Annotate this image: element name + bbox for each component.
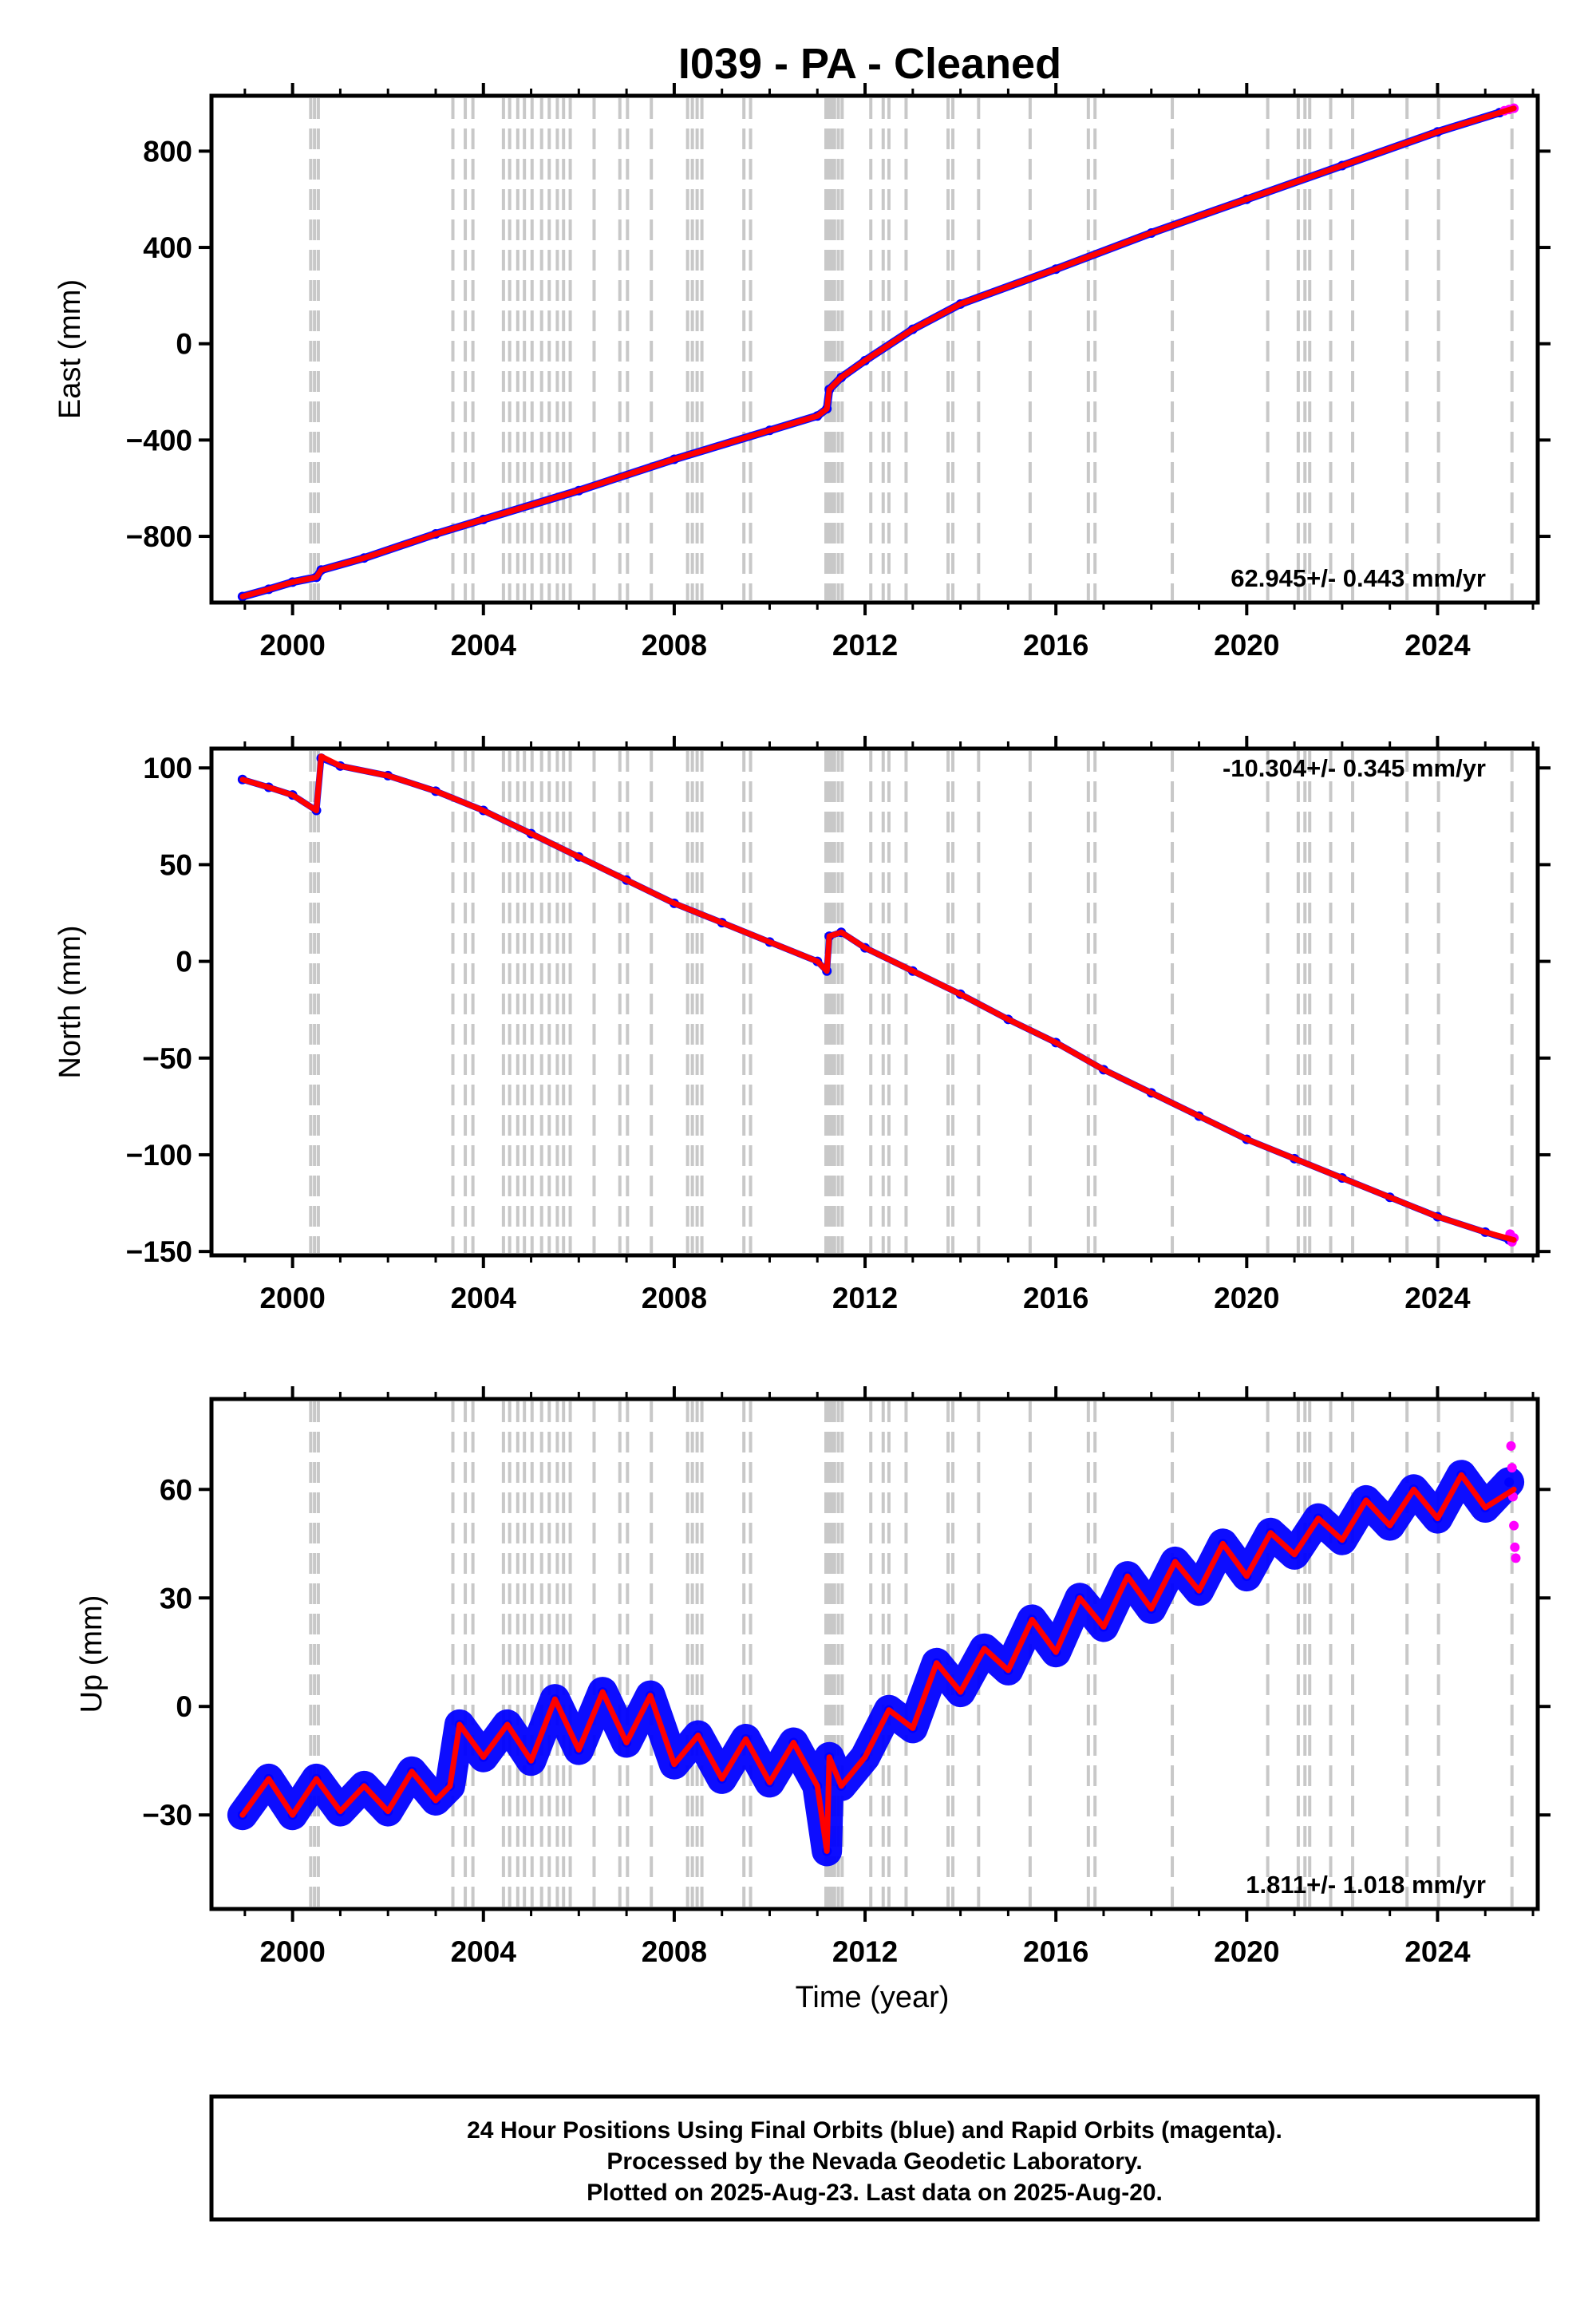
up-rapid-orbits-point-0 [1506,1441,1516,1451]
north-y-tick-label-2: −50 [142,1042,192,1075]
up-y-ticks: −30 0 30 60 [142,1473,1551,1832]
up-event-lines [309,1401,1514,1907]
footer-line-3: Plotted on 2025-Aug-23. Last data on 202… [587,2180,1163,2206]
up-panel: 2000 2004 2008 2012 2016 2020 2024 −30 0 30 60 Up… [75,1386,1551,2014]
up-y-axis-label: Up (mm) [75,1595,109,1713]
footer-frame [209,2094,1540,2222]
east-plot-frame [209,93,1540,605]
east-model-line [239,105,1517,599]
up-x-tick-label-6: 2024 [1404,1935,1471,1968]
up-x-ticks: 2000 2004 2008 2012 2016 2020 2024 [243,1386,1535,1968]
footer-line-1: 24 Hour Positions Using Final Orbits (bl… [467,2117,1282,2144]
east-x-tick-label-4: 2016 [1023,629,1088,662]
north-y-ticks: −150 −100 −50 0 50 100 [126,752,1551,1268]
north-model-line [239,753,1517,1243]
east-y-tick-label-3: 400 [143,231,192,264]
north-y-axis-label: North (mm) [53,925,87,1078]
east-data [237,103,1519,602]
east-x-tick-label-5: 2020 [1214,629,1279,662]
north-event-lines [309,751,1514,1253]
east-x-tick-label-2: 2008 [642,629,707,662]
east-y-ticks: −800 −400 0 400 800 [126,135,1551,553]
east-y-tick-label-0: −800 [126,520,192,553]
east-x-ticks: 2000 2004 2008 2012 2016 2020 2024 [243,83,1535,662]
east-x-tick-label-0: 2000 [259,629,325,662]
footer-box: 24 Hour Positions Using Final Orbits (bl… [209,2094,1540,2222]
up-y-tick-label-1: 0 [176,1690,192,1723]
up-data [227,1441,1525,1867]
north-y-tick-label-1: −100 [126,1139,192,1172]
north-y-tick-label-0: −150 [126,1235,192,1268]
up-x-tick-label-2: 2008 [642,1935,707,1968]
up-final-orbits-point-56 [1504,1477,1515,1488]
north-plot-frame [209,746,1540,1258]
up-model-line [239,1472,1517,1854]
north-x-tick-label-1: 2004 [451,1282,517,1314]
up-y-tick-label-3: 60 [160,1473,192,1506]
up-x-tick-label-3: 2012 [832,1935,898,1968]
north-x-tick-label-0: 2000 [259,1282,325,1314]
east-y-tick-label-1: −400 [126,424,192,456]
up-rapid-orbits-point-5 [1511,1553,1521,1563]
up-x-tick-label-4: 2016 [1023,1935,1088,1968]
north-y-tick-label-4: 50 [160,848,192,881]
north-x-tick-label-4: 2016 [1023,1282,1088,1314]
up-y-tick-label-0: −30 [142,1799,192,1832]
up-rapid-orbits-point-3 [1509,1520,1519,1531]
east-y-tick-label-2: 0 [176,328,192,361]
up-x-tick-label-1: 2004 [451,1935,517,1968]
north-x-tick-label-5: 2020 [1214,1282,1279,1314]
up-x-tick-label-5: 2020 [1214,1935,1279,1968]
chart-title: I039 - PA - Cleaned [678,40,1061,88]
north-y-tick-label-3: 0 [176,946,192,978]
east-rate-label: 62.945+/- 0.443 mm/yr [1231,564,1486,592]
up-rate-label: 1.811+/- 1.018 mm/yr [1246,1871,1486,1899]
east-y-axis-label: East (mm) [53,279,87,419]
north-x-tick-label-2: 2008 [642,1282,707,1314]
north-y-tick-label-5: 100 [143,752,192,785]
footer-line-2: Processed by the Nevada Geodetic Laborat… [606,2148,1142,2175]
x-axis-label: Time (year) [796,1981,950,2014]
north-x-tick-label-6: 2024 [1404,1282,1471,1314]
north-rate-label: -10.304+/- 0.345 mm/yr [1223,754,1486,782]
north-data [237,753,1519,1247]
north-x-ticks: 2000 2004 2008 2012 2016 2020 2024 [243,736,1535,1314]
up-plot-frame [209,1397,1540,1911]
north-panel: 2000 2004 2008 2012 2016 2020 2024 −150 −100 −50… [53,736,1551,1314]
up-x-tick-label-0: 2000 [259,1935,325,1968]
east-x-tick-label-1: 2004 [451,629,517,662]
up-y-tick-label-2: 30 [160,1582,192,1614]
up-rapid-orbits-point-1 [1507,1463,1517,1473]
up-rapid-orbits-point-4 [1510,1542,1520,1552]
east-y-tick-label-4: 800 [143,135,192,168]
east-panel: 2000 2004 2008 2012 2016 2020 2024 −800 −400 0 40… [53,83,1551,662]
east-x-tick-label-3: 2012 [832,629,898,662]
east-x-tick-label-6: 2024 [1404,629,1471,662]
north-x-tick-label-3: 2012 [832,1282,898,1314]
